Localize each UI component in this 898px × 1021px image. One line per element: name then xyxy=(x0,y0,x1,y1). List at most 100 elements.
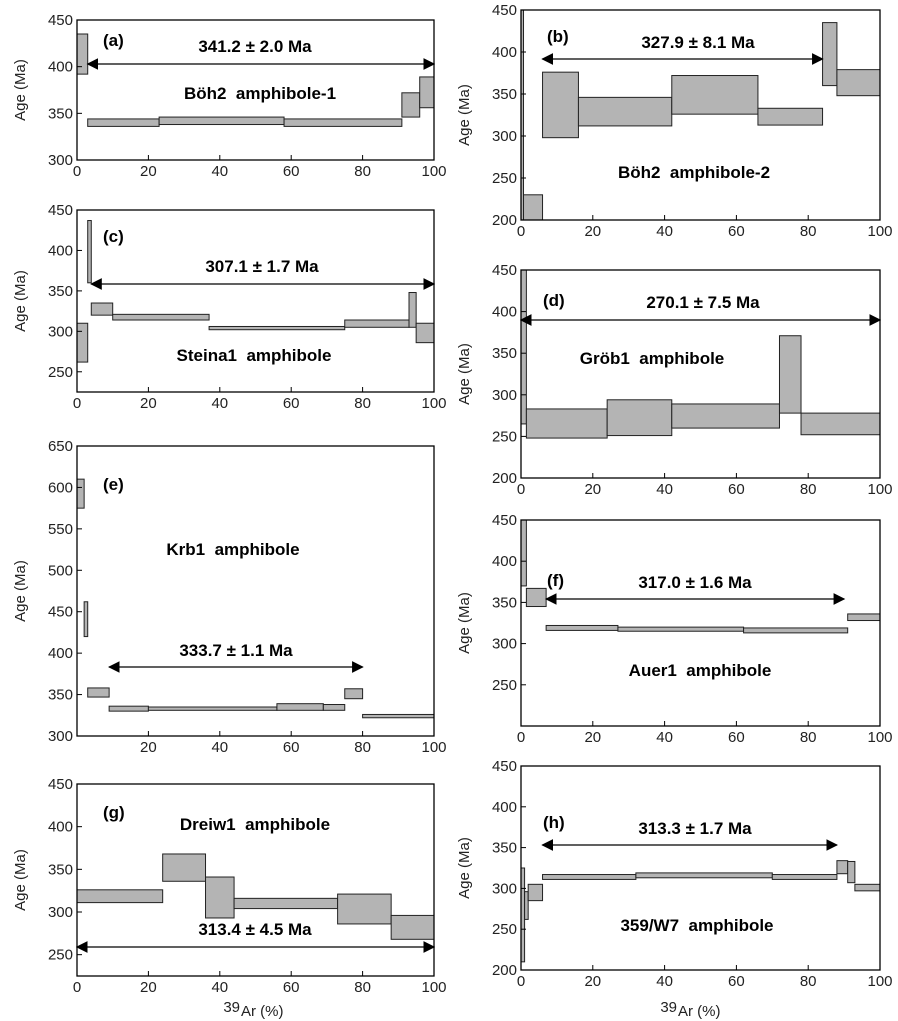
step-box xyxy=(76,33,89,75)
x-tick-label: 60 xyxy=(283,395,300,412)
step-box xyxy=(577,96,673,127)
x-tick-label: 60 xyxy=(283,163,300,180)
x-tick-label: 80 xyxy=(354,163,371,180)
step-box xyxy=(76,889,164,904)
y-tick-label: 250 xyxy=(492,921,517,938)
step-box xyxy=(208,325,346,331)
x-tick-label: 40 xyxy=(211,979,228,996)
y-tick-label: 400 xyxy=(48,819,73,836)
plot-frame xyxy=(76,209,435,393)
y-tick-label: 350 xyxy=(492,840,517,857)
step-box xyxy=(419,76,435,109)
panel-f: 0 20 40 60 80 100 250 300 350 400 450 Age (Ma) (f) 31… xyxy=(456,512,893,746)
x-axis-label-left: 39 Ar (%) xyxy=(223,999,283,1020)
step-box xyxy=(847,860,856,884)
x-tick-label: 100 xyxy=(867,223,892,240)
x-label-main-right: Ar (%) xyxy=(678,1003,721,1020)
step-box xyxy=(158,116,285,126)
x-tick-label: 100 xyxy=(867,729,892,746)
x-label-main-left: Ar (%) xyxy=(241,1003,284,1020)
sample-label: Gröb1 amphibole xyxy=(580,349,725,368)
y-tick-label: 250 xyxy=(492,428,517,445)
y-tick-label: 450 xyxy=(492,758,517,775)
x-tick-label: 60 xyxy=(728,973,745,990)
step-box xyxy=(408,292,417,328)
step-box xyxy=(525,587,547,608)
step-box xyxy=(276,703,324,711)
x-tick-label: 0 xyxy=(517,973,525,990)
sample-label: Böh2 amphibole-1 xyxy=(184,84,336,103)
sample-label: Dreiw1 amphibole xyxy=(180,815,330,834)
step-box xyxy=(836,69,881,97)
x-tick-label: 60 xyxy=(283,979,300,996)
y-axis-label: Age (Ma) xyxy=(12,560,29,622)
y-tick-label: 250 xyxy=(48,364,73,381)
y-tick-label: 350 xyxy=(492,86,517,103)
x-axis-label-right: 39 Ar (%) xyxy=(660,999,720,1020)
x-tick-label: 80 xyxy=(800,481,817,498)
y-tick-label: 450 xyxy=(48,202,73,219)
x-tick-label: 20 xyxy=(584,223,601,240)
x-label-sup-left: 39 xyxy=(223,999,240,1016)
x-tick-label: 80 xyxy=(800,729,817,746)
sample-label: Steina1 amphibole xyxy=(177,346,332,365)
y-tick-label: 400 xyxy=(492,553,517,570)
y-tick-label: 450 xyxy=(48,604,73,621)
step-box xyxy=(362,713,435,719)
step-box xyxy=(147,706,278,711)
x-tick-label: 20 xyxy=(140,395,157,412)
step-box xyxy=(76,478,85,509)
panel-e: 20 40 60 80 100 300 350 400 450 500 550 600 650 Age (… xyxy=(12,438,447,756)
plot-frame xyxy=(520,9,881,221)
panel-label: (a) xyxy=(103,31,124,50)
x-tick-label: 20 xyxy=(584,729,601,746)
y-tick-label: 300 xyxy=(492,387,517,404)
x-tick-label: 80 xyxy=(800,973,817,990)
plateau-age-label: 307.1 ± 1.7 Ma xyxy=(205,257,319,276)
x-tick-label: 0 xyxy=(73,163,81,180)
x-tick-label: 0 xyxy=(73,395,81,412)
step-box xyxy=(822,22,838,87)
step-box xyxy=(415,322,435,344)
sample-label: 359/W7 amphibole xyxy=(620,916,773,935)
y-tick-label: 400 xyxy=(492,304,517,321)
y-axis-label: Age (Ma) xyxy=(12,270,29,332)
plateau-age-label: 317.0 ± 1.6 Ma xyxy=(638,573,752,592)
y-tick-label: 350 xyxy=(492,594,517,611)
x-tick-label: 20 xyxy=(140,979,157,996)
panel-label: (f) xyxy=(547,571,564,590)
step-box xyxy=(87,118,160,127)
step-box xyxy=(635,872,773,879)
x-label-sup-right: 39 xyxy=(660,999,677,1016)
step-box xyxy=(90,302,114,316)
step-box xyxy=(337,893,392,925)
plateau-age-label: 341.2 ± 2.0 Ma xyxy=(198,37,312,56)
x-tick-label: 0 xyxy=(517,729,525,746)
panel-b: 0 20 40 60 80 100 200 250 300 350 400 450 Age (Ma) (b… xyxy=(456,2,893,240)
x-tick-label: 80 xyxy=(800,223,817,240)
y-tick-label: 600 xyxy=(48,479,73,496)
step-box xyxy=(87,220,92,284)
sample-label: Krb1 amphibole xyxy=(166,540,299,559)
plateau-age-label: 313.3 ± 1.7 Ma xyxy=(638,819,752,838)
x-tick-label: 100 xyxy=(867,973,892,990)
y-axis-label: Age (Ma) xyxy=(12,59,29,121)
step-box xyxy=(525,408,608,439)
x-tick-label: 40 xyxy=(211,739,228,756)
step-box xyxy=(542,874,637,880)
step-box xyxy=(606,399,673,437)
step-box xyxy=(757,107,824,126)
step-box xyxy=(322,704,346,711)
y-tick-label: 250 xyxy=(492,170,517,187)
x-tick-label: 60 xyxy=(283,739,300,756)
panel-label: (h) xyxy=(543,813,565,832)
x-tick-label: 0 xyxy=(517,223,525,240)
x-tick-label: 20 xyxy=(584,973,601,990)
step-box xyxy=(520,269,527,425)
y-tick-label: 400 xyxy=(492,799,517,816)
step-box xyxy=(836,860,849,875)
y-tick-label: 450 xyxy=(492,2,517,19)
x-tick-label: 40 xyxy=(656,223,673,240)
x-tick-label: 40 xyxy=(656,729,673,746)
